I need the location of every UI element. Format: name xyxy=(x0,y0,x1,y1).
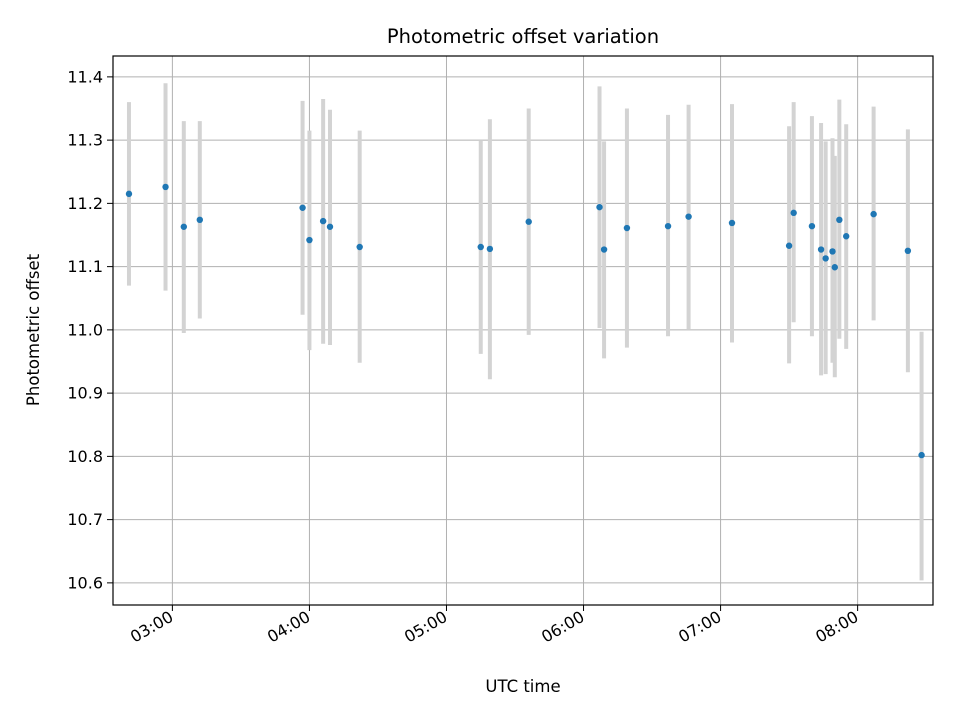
data-point xyxy=(486,245,494,253)
y-tick-label: 11.0 xyxy=(67,320,103,339)
data-point xyxy=(829,248,836,255)
data-point xyxy=(822,255,829,262)
plot-frame xyxy=(112,55,934,606)
data-point xyxy=(600,246,608,253)
data-point xyxy=(477,243,484,251)
data-point xyxy=(596,203,603,211)
data-point xyxy=(356,243,363,251)
y-tick-label: 10.6 xyxy=(67,573,103,592)
data-point xyxy=(319,217,327,225)
y-tick-label: 11.1 xyxy=(67,257,103,276)
data-points xyxy=(125,183,925,459)
data-point xyxy=(299,204,306,211)
y-tick-label: 10.8 xyxy=(67,447,103,466)
data-point xyxy=(196,216,203,224)
data-point xyxy=(785,242,793,249)
data-point xyxy=(623,224,631,232)
data-point xyxy=(525,218,532,225)
data-point xyxy=(162,183,169,191)
data-point xyxy=(326,223,334,230)
data-point xyxy=(808,222,816,230)
y-tick-label: 10.9 xyxy=(67,384,103,403)
plot-area-background xyxy=(113,56,933,605)
data-point xyxy=(306,236,313,244)
chart-title: Photometric offset variation xyxy=(387,25,659,48)
data-point xyxy=(685,213,692,220)
data-point xyxy=(918,451,925,459)
data-point xyxy=(904,247,912,255)
y-axis-label: Photometric offset xyxy=(24,253,43,406)
y-tick-label: 10.7 xyxy=(67,510,103,529)
data-point xyxy=(664,222,672,230)
data-point xyxy=(728,219,736,227)
data-point xyxy=(843,233,850,240)
data-point xyxy=(180,223,188,230)
data-point xyxy=(790,209,797,217)
data-point xyxy=(817,246,825,253)
x-axis-label: UTC time xyxy=(485,677,560,696)
data-point xyxy=(831,264,838,271)
data-point xyxy=(125,190,133,198)
data-point xyxy=(870,210,877,218)
y-tick-label: 11.2 xyxy=(67,194,103,213)
data-point xyxy=(836,216,843,224)
y-tick-label: 11.3 xyxy=(67,131,103,150)
y-tick-label: 11.4 xyxy=(67,67,103,86)
